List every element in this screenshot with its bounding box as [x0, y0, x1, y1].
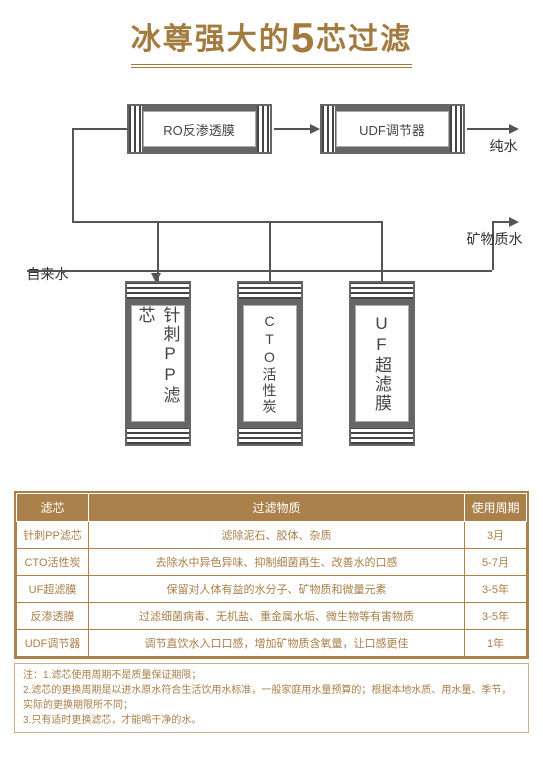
title-part2: 芯过滤	[316, 23, 412, 56]
flow-diagram: RO反渗透膜 UDF调节器 纯水 自来水 矿物质水 针刺PP滤芯 CTO活性炭	[12, 76, 532, 491]
filter-uf: UF超滤膜	[349, 281, 415, 446]
table-cell: 反渗透膜	[17, 603, 89, 630]
note-line: 1.滤芯使用周期不是质量保证期限；	[43, 670, 201, 681]
filter-cto: CTO活性炭	[237, 281, 303, 446]
filter-ro-label: RO反渗透膜	[143, 111, 256, 147]
table-row: CTO活性炭去除水中异色异味、抑制细菌再生、改善水的口感5-7月	[17, 549, 527, 576]
title-number: 5	[291, 14, 316, 61]
table-row: UDF调节器调节直饮水入口口感，增加矿物质含氧量，让口感更佳1年	[17, 630, 527, 657]
filter-table: 滤芯 过滤物质 使用周期 针刺PP滤芯滤除泥石、胶体、杂质3月CTO活性炭去除水…	[14, 491, 529, 659]
line-f1-up	[157, 236, 159, 281]
table-cell: 去除水中异色异味、抑制细菌再生、改善水的口感	[89, 549, 465, 576]
line-f1-up1	[157, 221, 159, 236]
th-material: 过滤物质	[89, 494, 465, 522]
table-cell: CTO活性炭	[17, 549, 89, 576]
table-header-row: 滤芯 过滤物质 使用周期	[17, 494, 527, 522]
filter-box-ro: RO反渗透膜	[127, 104, 272, 154]
page-title: 冰尊强大的5芯过滤	[0, 0, 543, 76]
table-row: UF超滤膜保留对人体有益的水分子、矿物质和微量元素3-5年	[17, 576, 527, 603]
table-cell: UF超滤膜	[17, 576, 89, 603]
note-prefix: 注：	[23, 670, 43, 681]
arrow-to-mineral	[492, 221, 517, 223]
filter-box-udf: UDF调节器	[320, 104, 465, 154]
table-cell: 3-5年	[465, 576, 527, 603]
label-pure-water: 纯水	[490, 136, 518, 156]
table-cell: 5-7月	[465, 549, 527, 576]
arrow-to-pure	[467, 128, 517, 130]
label-mineral-water: 矿物质水	[467, 229, 523, 249]
table-cell: 调节直饮水入口口感，增加矿物质含氧量，让口感更佳	[89, 630, 465, 657]
line-left-down	[72, 128, 74, 221]
table-cell: 1年	[465, 630, 527, 657]
filter-pp: 针刺PP滤芯	[125, 281, 191, 446]
note-line: 2.滤芯的更换周期是以进水原水符合生活饮用水标准，一般家庭用水量预算的；根据本地…	[23, 685, 511, 711]
th-period: 使用周期	[465, 494, 527, 522]
line-f2-up	[269, 221, 271, 281]
filter-pp-label: 针刺PP滤芯	[133, 306, 183, 421]
line-bus	[27, 270, 492, 272]
table-cell: 滤除泥石、胶体、杂质	[89, 522, 465, 549]
line-ro-left	[72, 128, 127, 130]
arrow-ro-to-udf	[274, 128, 318, 130]
filter-uf-label: UF超滤膜	[369, 314, 394, 413]
table-cell: 针刺PP滤芯	[17, 522, 89, 549]
line-bus-top	[72, 221, 382, 223]
th-filter: 滤芯	[17, 494, 89, 522]
note-line: 3.只有适时更换滤芯，才能喝干净的水。	[23, 715, 201, 726]
table-cell: 保留对人体有益的水分子、矿物质和微量元素	[89, 576, 465, 603]
table-cell: 3-5年	[465, 603, 527, 630]
filter-udf-label: UDF调节器	[336, 111, 449, 147]
line-f3-up	[381, 221, 383, 281]
label-input-water: 自来水	[27, 264, 69, 284]
filter-cto-label: CTO活性炭	[260, 313, 280, 415]
title-part1: 冰尊强大的	[131, 23, 291, 56]
table-row: 反渗透膜过滤细菌病毒、无机盐、重金属水垢、微生物等有害物质3-5年	[17, 603, 527, 630]
table-row: 针刺PP滤芯滤除泥石、胶体、杂质3月	[17, 522, 527, 549]
note-box: 注：1.滤芯使用周期不是质量保证期限； 2.滤芯的更换周期是以进水原水符合生活饮用…	[14, 663, 529, 733]
table-cell: UDF调节器	[17, 630, 89, 657]
table-cell: 3月	[465, 522, 527, 549]
table-cell: 过滤细菌病毒、无机盐、重金属水垢、微生物等有害物质	[89, 603, 465, 630]
